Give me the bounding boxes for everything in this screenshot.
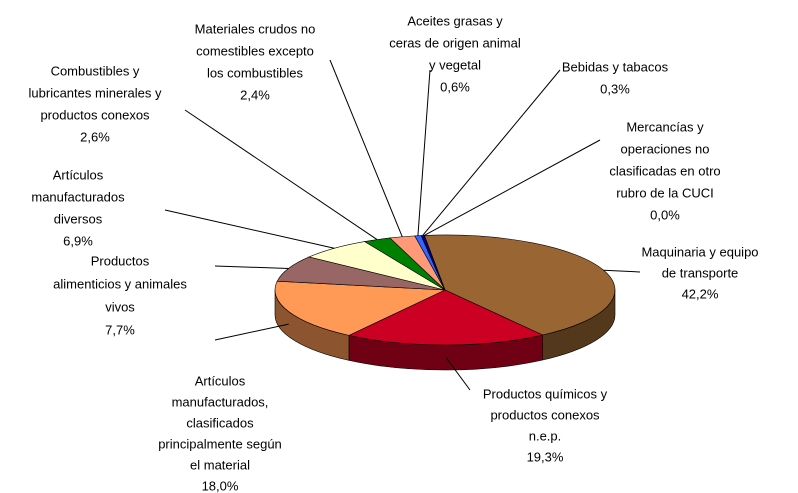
leader-line bbox=[214, 265, 289, 269]
slice-label: productos conexos bbox=[490, 407, 600, 422]
slice-label: manufacturados bbox=[31, 189, 125, 204]
slice-label: principalmente según bbox=[158, 436, 282, 451]
slice-label: ceras de origen animal bbox=[389, 35, 521, 50]
slice-label: operaciones no bbox=[621, 141, 710, 156]
leader-line bbox=[603, 269, 641, 273]
slice-label: Artículos bbox=[195, 373, 246, 388]
leader-line bbox=[422, 69, 561, 236]
slice-label: comestibles excepto bbox=[196, 43, 314, 58]
slice-label: Mercancías y bbox=[626, 119, 704, 134]
slice-label: clasificadas en otro bbox=[609, 163, 720, 178]
leader-line bbox=[164, 209, 335, 249]
slice-label: manufacturados, bbox=[172, 394, 269, 409]
slice-label: Artículos bbox=[53, 167, 104, 182]
leader-line bbox=[445, 357, 471, 391]
slice-label: n.e.p. bbox=[529, 428, 562, 443]
slice-label: el material bbox=[190, 457, 250, 472]
top-faces bbox=[274, 234, 616, 346]
slice-label: Maquinaria y equipo bbox=[641, 244, 758, 259]
slice bbox=[423, 234, 616, 336]
slice-label: Bebidas y tabacos bbox=[562, 59, 669, 74]
slice-label: diversos bbox=[54, 211, 103, 226]
value-label: 2,4% bbox=[240, 87, 270, 102]
slice-label: Materiales crudos no bbox=[195, 21, 316, 36]
value-label: 18,0% bbox=[202, 478, 239, 493]
value-label: 0,3% bbox=[600, 81, 630, 96]
leader-line bbox=[424, 139, 601, 236]
slice bbox=[348, 289, 544, 346]
slice bbox=[274, 280, 446, 336]
slice-label: lubricantes minerales y bbox=[29, 85, 162, 100]
leader-line bbox=[329, 59, 403, 237]
slice-label: rubro de la CUCI bbox=[616, 185, 714, 200]
value-label: 2,6% bbox=[80, 129, 110, 144]
value-label: 42,2% bbox=[682, 286, 719, 301]
value-label: 0,0% bbox=[650, 207, 680, 222]
slice-label: clasificados bbox=[186, 415, 254, 430]
leader-line bbox=[417, 69, 431, 236]
slice-label: y vegetal bbox=[429, 57, 481, 72]
value-label: 19,3% bbox=[527, 449, 564, 464]
slice-label: Combustibles y bbox=[51, 63, 140, 78]
slice-label: vivos bbox=[105, 299, 135, 314]
leader-line bbox=[184, 109, 378, 240]
slice-label: Aceites grasas y bbox=[407, 13, 503, 28]
slice-label: de transporte bbox=[662, 265, 739, 280]
leader-line bbox=[214, 323, 289, 341]
slice-label: productos conexos bbox=[40, 107, 150, 122]
value-label: 6,9% bbox=[63, 233, 93, 248]
slice-label: alimenticios y animales bbox=[53, 276, 187, 291]
slice-label: los combustibles bbox=[207, 65, 304, 80]
slice-label: Productos bbox=[91, 253, 150, 268]
slice-label: Productos químicos y bbox=[483, 386, 608, 401]
value-label: 7,7% bbox=[105, 322, 135, 337]
value-label: 0,6% bbox=[440, 79, 470, 94]
